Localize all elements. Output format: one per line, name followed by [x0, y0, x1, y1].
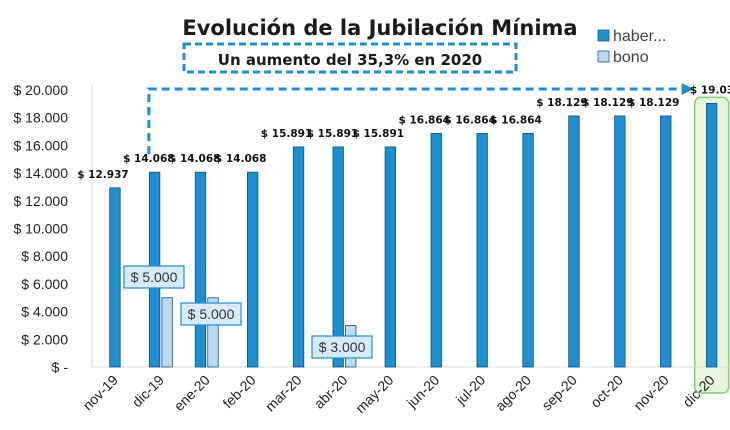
- x-tick-label: jun-20: [403, 372, 443, 412]
- bono-callout-box: [180, 302, 242, 326]
- y-tick-label: $ -: [52, 359, 69, 375]
- data-label-haber: $ 12.937: [77, 169, 128, 181]
- bar-bono: [161, 297, 173, 368]
- data-label-haber: $ 18.129: [536, 97, 587, 109]
- bar-haber: [568, 115, 580, 368]
- arrow-head: [681, 83, 694, 95]
- data-label-haber: $ 14.068: [215, 153, 266, 165]
- arrow-path: [147, 87, 682, 155]
- data-label-haber: $ 18.129: [628, 97, 679, 109]
- bar-haber: [246, 171, 259, 368]
- bar-haber: [430, 133, 442, 368]
- bar-haber: [614, 115, 626, 368]
- legend: haber... bono: [597, 28, 666, 66]
- data-label-haber: $ 14.068: [123, 153, 174, 165]
- data-label-haber: $ 16.864: [490, 114, 541, 126]
- increase-arrow: [147, 83, 694, 155]
- bono-callout-box: [311, 335, 373, 359]
- bars-group: [109, 102, 718, 368]
- x-tick-label: jul-20: [452, 372, 488, 408]
- x-tick-label: dic-19: [129, 372, 167, 410]
- legend-label-haber: haber...: [613, 28, 666, 45]
- callouts-group: $ 5.000 $ 5.000 $ 3.000: [123, 265, 373, 359]
- bar-haber: [109, 187, 121, 368]
- data-label-haber: $ 15.891: [353, 128, 404, 140]
- subtitle-box: [182, 42, 518, 74]
- x-tick-label: ago-20: [492, 372, 534, 414]
- bar-haber: [292, 146, 305, 368]
- bar-haber: [706, 102, 718, 368]
- legend-swatch-bono: [597, 50, 610, 63]
- data-label-haber: $ 15.891: [307, 128, 358, 140]
- bono-callout-label: $ 3.000: [319, 339, 366, 355]
- data-labels-group: $ 12.937$ 14.068$ 14.068$ 14.068$ 15.891…: [77, 84, 730, 180]
- data-label-haber: $ 15.891: [261, 128, 312, 140]
- data-label-haber: $ 18.129: [582, 97, 633, 109]
- data-label-haber: $ 16.864: [444, 114, 495, 126]
- data-label-haber: $ 19.035: [690, 84, 730, 96]
- bono-callout-label: $ 5.000: [188, 306, 235, 322]
- chart-title: Evolución de la Jubilación Mínima: [182, 16, 577, 40]
- bono-callout-label: $ 5.000: [131, 269, 178, 285]
- y-tick-label: $ 14.000: [14, 165, 69, 181]
- x-tick-label: ene-20: [171, 372, 213, 414]
- x-tick-label: abr-20: [311, 372, 351, 412]
- y-tick-label: $ 2.000: [21, 331, 68, 347]
- bar-haber: [660, 115, 672, 368]
- y-tick-label: $ 10.000: [14, 221, 69, 237]
- bar-haber: [522, 133, 534, 368]
- y-tick-label: $ 16.000: [14, 137, 69, 153]
- x-tick-label: nov-20: [630, 372, 672, 414]
- y-tick-label: $ 12.000: [14, 193, 69, 209]
- legend-label-bono: bono: [613, 49, 649, 66]
- bar-bono: [207, 297, 219, 368]
- data-label-haber: $ 16.864: [399, 114, 450, 126]
- y-tick-label: $ 6.000: [21, 276, 68, 292]
- bono-callout-box: [123, 265, 185, 289]
- x-tick-label: mar-20: [262, 372, 305, 415]
- y-tick-label: $ 4.000: [21, 304, 68, 320]
- y-tick-label: $ 8.000: [21, 248, 68, 264]
- x-tick-label: nov-19: [79, 372, 121, 414]
- x-tick-label: feb-20: [219, 372, 259, 412]
- bar-haber: [384, 146, 397, 368]
- x-tick-label: sep-20: [538, 372, 580, 414]
- bar-haber: [476, 133, 488, 368]
- data-label-haber: $ 14.068: [169, 153, 220, 165]
- bar-haber: [194, 171, 207, 368]
- y-tick-label: $ 20.000: [14, 82, 69, 98]
- x-tick-label: oct-20: [587, 372, 626, 411]
- x-tick-label: may-20: [352, 372, 396, 416]
- legend-swatch-haber: [597, 29, 610, 42]
- bar-haber: [332, 146, 344, 368]
- y-tick-label: $ 18.000: [14, 110, 69, 126]
- chart-subtitle: Un aumento del 35,3% en 2020: [218, 51, 482, 69]
